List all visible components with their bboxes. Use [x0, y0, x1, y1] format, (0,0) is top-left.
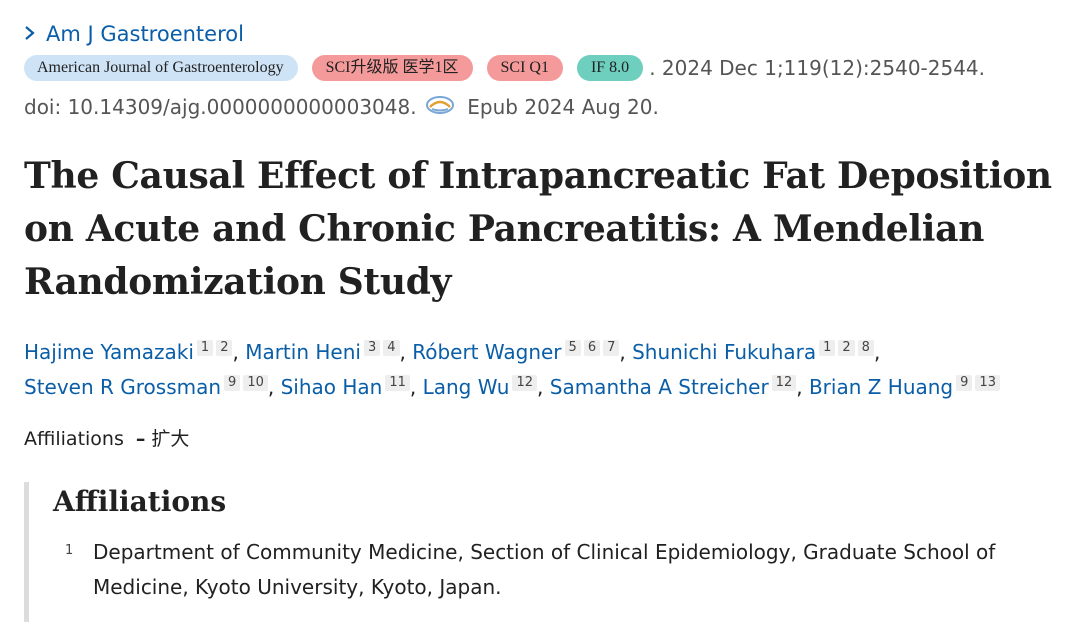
affiliation-ref[interactable]: 4	[383, 340, 400, 356]
author-link[interactable]: Brian Z Huang	[808, 375, 954, 399]
affiliation-item: 1 Department of Community Medicine, Sect…	[65, 535, 1053, 605]
affiliation-ref[interactable]: 9	[224, 375, 241, 391]
author-item: Martin Heni 3 4	[245, 340, 400, 364]
affiliation-number: 1	[65, 543, 74, 558]
author-list: Hajime Yamazaki 1 2, Martin Heni 3 4, Róbert…	[24, 335, 1064, 405]
affiliation-ref[interactable]: 5	[564, 340, 581, 356]
chevron-right-icon	[24, 20, 46, 48]
sci-level-badge[interactable]: SCI升级版 医学1区	[311, 55, 473, 81]
affiliation-ref[interactable]: 6	[583, 340, 601, 356]
affiliations-toggle[interactable]: Affiliations – 扩大	[24, 425, 189, 453]
affiliation-ref[interactable]: 1	[819, 340, 836, 356]
affiliation-ref[interactable]: 9	[956, 375, 973, 391]
author-item: Hajime Yamazaki 1 2	[24, 340, 233, 364]
author-item: Samantha A Streicher 12	[549, 375, 797, 399]
affiliation-ref[interactable]: 10	[243, 375, 268, 391]
affiliation-ref[interactable]: 2	[838, 340, 855, 356]
author-link[interactable]: Lang Wu	[422, 375, 510, 399]
epub-icon	[425, 94, 455, 124]
author-link[interactable]: Martin Heni	[245, 340, 361, 364]
affiliation-text: Department of Community Medicine, Sectio…	[93, 540, 996, 599]
author-link[interactable]: Sihao Han	[280, 375, 383, 399]
affiliations-heading: Affiliations	[53, 485, 227, 518]
affiliation-ref[interactable]: 12	[512, 375, 538, 391]
affiliation-ref[interactable]: 13	[975, 375, 1000, 391]
author-link[interactable]: Steven R Grossman	[24, 375, 222, 399]
author-item: Shunichi Fukuhara 1 2 8	[632, 340, 874, 364]
expand-action[interactable]: 扩大	[151, 428, 190, 450]
affiliation-ref[interactable]: 8	[857, 340, 874, 356]
author-item: Róbert Wagner 5 6 7	[412, 340, 620, 364]
affiliation-ref[interactable]: 11	[385, 375, 410, 391]
doi-text: doi: 10.14309/ajg.0000000000003048.	[24, 95, 417, 119]
affiliation-ref[interactable]: 12	[771, 375, 797, 391]
journal-link[interactable]: Am J Gastroenterol	[24, 20, 244, 48]
citation-line: American Journal of Gastroenterology SCI…	[24, 53, 985, 83]
affiliation-ref[interactable]: 7	[603, 340, 620, 356]
journal-abbrev[interactable]: Am J Gastroenterol	[46, 22, 244, 46]
author-item: Sihao Han 11	[281, 375, 410, 399]
author-link[interactable]: Hajime Yamazaki	[24, 340, 194, 364]
collapse-dash-icon: –	[135, 428, 146, 450]
affiliation-ref[interactable]: 1	[196, 340, 214, 356]
quartile-badge[interactable]: SCI Q1	[486, 55, 563, 81]
doi-line: doi: 10.14309/ajg.0000000000003048. Epub…	[24, 92, 659, 124]
author-item: Steven R Grossman 9 10	[24, 375, 268, 399]
author-item: Brian Z Huang 9 13	[809, 375, 1000, 399]
affiliation-ref[interactable]: 2	[216, 340, 233, 356]
author-link[interactable]: Samantha A Streicher	[549, 375, 769, 399]
article-title: The Causal Effect of Intrapancreatic Fat…	[24, 155, 1052, 303]
citation-details: . 2024 Dec 1;119(12):2540-2544.	[649, 56, 986, 80]
affiliations-panel: Affiliations 1 Department of Community M…	[24, 482, 1069, 622]
author-link[interactable]: Shunichi Fukuhara	[632, 340, 817, 364]
journal-full-badge[interactable]: American Journal of Gastroenterology	[24, 55, 298, 81]
author-item: Lang Wu 12	[422, 375, 538, 399]
impact-factor-badge[interactable]: IF 8.0	[576, 55, 644, 81]
author-link[interactable]: Róbert Wagner	[412, 340, 562, 364]
epub-date: Epub 2024 Aug 20.	[467, 95, 659, 119]
affiliation-ref[interactable]: 3	[363, 340, 381, 356]
affiliations-toggle-label: Affiliations	[24, 428, 124, 450]
